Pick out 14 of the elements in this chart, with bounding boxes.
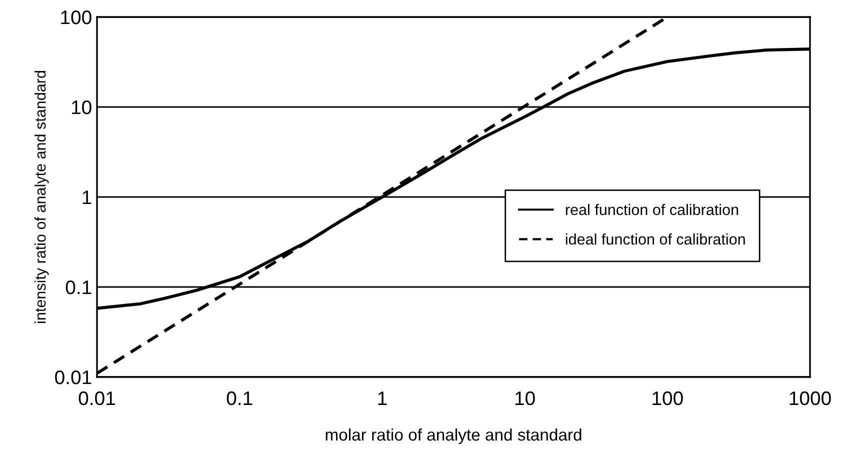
y-tick-label: 0.01 (55, 370, 92, 384)
y-tick-label: 1 (82, 190, 92, 204)
y-axis-title: intensity ratio of analyte and standard (34, 71, 49, 323)
y-tick-label: 100 (61, 10, 92, 24)
x-tick-label: 1000 (790, 391, 831, 406)
legend-label: real function of calibration (566, 204, 738, 216)
legend-label: ideal function of calibration (566, 233, 745, 245)
x-tick-label: 1 (378, 392, 387, 405)
y-tick-label: 10 (72, 100, 92, 114)
x-axis-title: molar ratio of analyte and standard (326, 428, 582, 444)
x-tick-label: 0.1 (226, 391, 252, 406)
x-tick-label: 100 (652, 391, 683, 406)
x-tick-label: 10 (515, 391, 535, 406)
y-tick-label: 0.1 (66, 280, 92, 294)
